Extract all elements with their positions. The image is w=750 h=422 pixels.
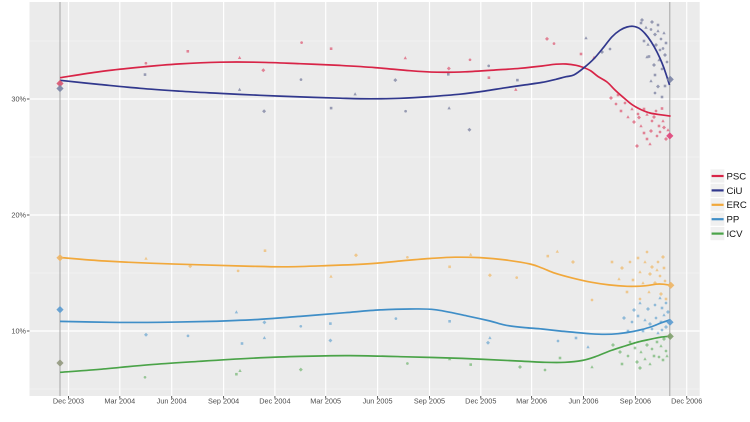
svg-text:Sep 2005: Sep 2005 [414, 397, 445, 406]
svg-text:20%: 20% [11, 211, 26, 220]
svg-text:Mar 2005: Mar 2005 [310, 397, 341, 406]
svg-text:Jun 2006: Jun 2006 [568, 397, 598, 406]
svg-text:30%: 30% [11, 95, 26, 104]
svg-text:Dec 2003: Dec 2003 [53, 397, 84, 406]
svg-text:Jun 2004: Jun 2004 [157, 397, 187, 406]
svg-text:Sep 2006: Sep 2006 [620, 397, 651, 406]
svg-text:ICV: ICV [727, 229, 744, 240]
svg-text:Dec 2006: Dec 2006 [671, 397, 702, 406]
svg-text:CiU: CiU [727, 186, 743, 197]
svg-text:Dec 2005: Dec 2005 [465, 397, 496, 406]
svg-text:10%: 10% [11, 327, 26, 336]
svg-text:PSC: PSC [727, 171, 747, 182]
svg-text:Jun 2005: Jun 2005 [363, 397, 393, 406]
svg-text:Mar 2004: Mar 2004 [104, 397, 135, 406]
svg-text:PP: PP [727, 215, 740, 226]
svg-text:ERC: ERC [727, 200, 747, 211]
svg-text:Mar 2006: Mar 2006 [516, 397, 547, 406]
svg-text:Sep 2004: Sep 2004 [208, 397, 239, 406]
svg-text:Dec 2004: Dec 2004 [259, 397, 290, 406]
